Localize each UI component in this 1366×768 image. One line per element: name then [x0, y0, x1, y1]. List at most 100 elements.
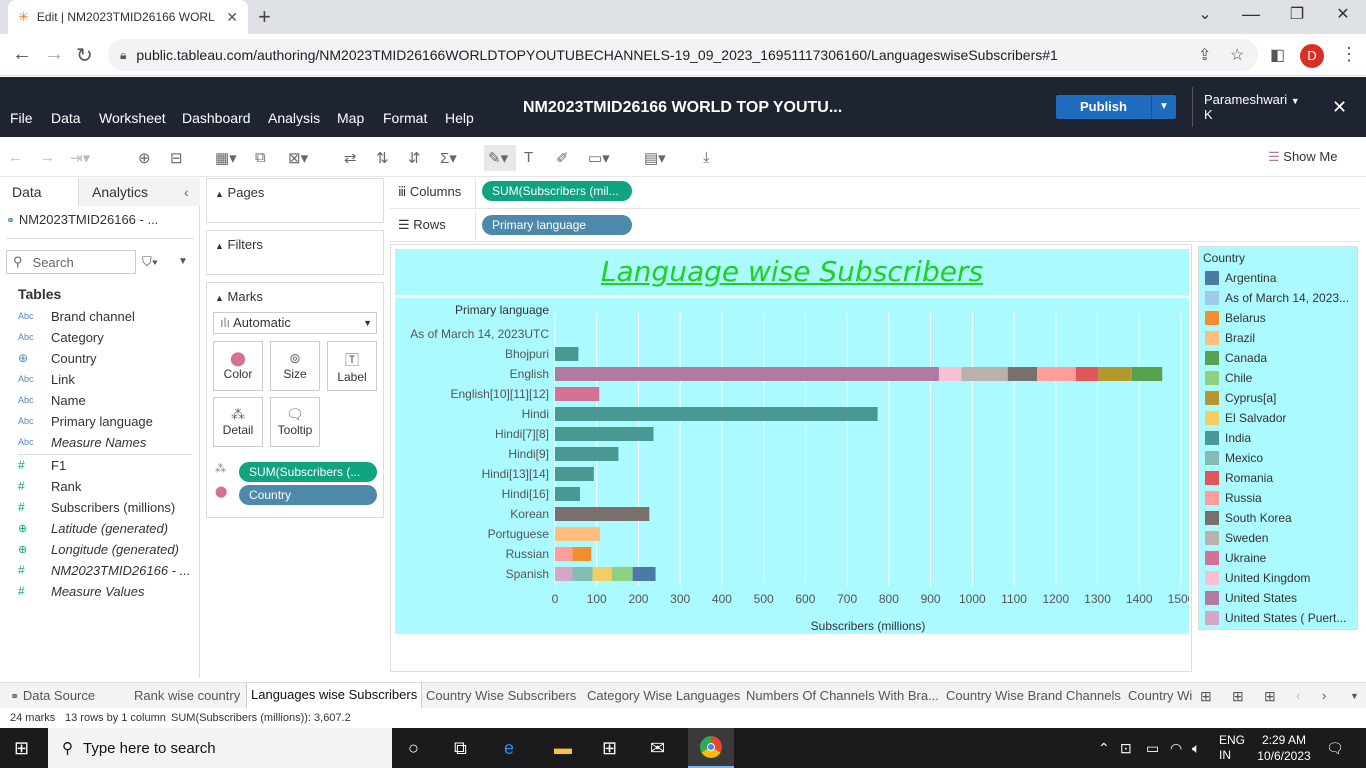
scroll-right-icon[interactable]: ›: [1322, 688, 1327, 703]
bar-segment[interactable]: [555, 547, 573, 561]
tray-chevron-icon[interactable]: ⌃: [1098, 740, 1110, 756]
field-measure-names[interactable]: Abc Measure Names: [18, 432, 146, 452]
bar-segment[interactable]: [555, 407, 878, 421]
collapse-pane-icon[interactable]: ‹: [184, 184, 189, 200]
tab-analytics[interactable]: Analytics: [92, 184, 149, 200]
clock[interactable]: 2:29 AM 10/6/2023: [1256, 732, 1312, 764]
pane-menu-dropdown-icon[interactable]: ▼: [178, 256, 188, 267]
field-search-input[interactable]: ⚲ Search: [6, 250, 136, 274]
legend-item[interactable]: India: [1205, 429, 1355, 447]
chevron-down-icon[interactable]: ⌄: [1198, 6, 1212, 23]
bar-segment[interactable]: [1007, 367, 1038, 381]
size-button[interactable]: ⊚ Size: [270, 341, 320, 391]
download-icon[interactable]: ⤓: [703, 149, 710, 166]
sheet-tab-numbers-of-channels[interactable]: Numbers Of Channels With Bra...: [746, 688, 939, 703]
bar-segment[interactable]: [555, 447, 619, 461]
highlight-icon[interactable]: ✎▾: [484, 145, 516, 171]
windows-start-icon[interactable]: ⊞: [14, 738, 30, 758]
task-view-icon[interactable]: ⧉: [454, 738, 467, 758]
field-brand-channel[interactable]: Abc Brand channel: [18, 306, 135, 326]
bar-segment[interactable]: [555, 507, 650, 521]
cortana-icon[interactable]: ○: [408, 738, 419, 758]
mail-icon[interactable]: ✉: [650, 738, 666, 758]
field-category[interactable]: Abc Category: [18, 327, 104, 347]
user-menu[interactable]: Parameshwari ▼ K: [1204, 93, 1300, 122]
columns-shelf[interactable]: ⅲ Columns SUM(Subscribers (mil...: [390, 178, 1360, 209]
back-arrow-icon[interactable]: ←: [12, 43, 32, 65]
reload-icon[interactable]: ↻: [76, 45, 93, 67]
chrome-taskbar-button[interactable]: [688, 728, 734, 768]
field-longitude[interactable]: ⊕ Longitude (generated): [18, 539, 179, 559]
sheet-tab-country-wise-subscribers[interactable]: Country Wise Subscribers: [426, 688, 577, 703]
new-worksheet-icon[interactable]: ⊞: [1200, 688, 1212, 704]
edge-icon[interactable]: e: [504, 738, 515, 758]
legend-item[interactable]: United Kingdom: [1205, 569, 1355, 587]
field-latitude[interactable]: ⊕ Latitude (generated): [18, 518, 168, 538]
file-explorer-icon[interactable]: ▬: [554, 738, 572, 758]
replay-icon[interactable]: ⇥▾: [70, 150, 91, 167]
legend-item[interactable]: Russia: [1205, 489, 1355, 507]
redo-icon[interactable]: →: [40, 149, 55, 166]
menu-format[interactable]: Format: [383, 110, 428, 126]
bar-segment[interactable]: [555, 367, 939, 381]
columns-pill[interactable]: SUM(Subscribers (mil...: [482, 181, 632, 201]
tray-app-icon[interactable]: ⊡: [1120, 740, 1132, 756]
presentation-icon[interactable]: ▤▾: [644, 150, 666, 167]
legend-item[interactable]: Belarus: [1205, 309, 1355, 327]
legend-item[interactable]: Romania: [1205, 469, 1355, 487]
legend-item[interactable]: Chile: [1205, 369, 1355, 387]
rows-pill[interactable]: Primary language: [482, 215, 632, 235]
mark-type-select[interactable]: ılı Automatic ▼: [213, 312, 377, 334]
menu-file[interactable]: File: [10, 110, 33, 126]
scroll-left-icon[interactable]: ‹: [1296, 688, 1301, 703]
bar-segment[interactable]: [592, 567, 612, 581]
menu-data[interactable]: Data: [51, 110, 81, 126]
clear-sheet-icon[interactable]: ⊠▾: [288, 150, 309, 167]
collapse-icon[interactable]: ▲: [215, 189, 224, 199]
collapse-icon[interactable]: ▲: [215, 293, 224, 303]
marks-sum-subscribers-pill[interactable]: SUM(Subscribers (...: [239, 462, 377, 482]
menu-analysis[interactable]: Analysis: [268, 110, 321, 126]
tab-data[interactable]: Data: [12, 184, 42, 200]
datasource-item[interactable]: ⚭ NM2023TMID26166 - ...: [6, 212, 158, 227]
close-window-icon[interactable]: ✕: [1336, 6, 1350, 23]
bar-segment[interactable]: [961, 367, 1008, 381]
bar-chart[interactable]: Primary language As of March 14, 2023UTC B…: [395, 298, 1194, 634]
bar-segment[interactable]: [555, 527, 601, 541]
legend-item[interactable]: Cyprus[a]: [1205, 389, 1355, 407]
kebab-menu-icon[interactable]: ⋮: [1340, 44, 1358, 64]
battery-icon[interactable]: ▭: [1146, 740, 1160, 756]
fit-icon[interactable]: ▭▾: [588, 150, 610, 167]
menu-dashboard[interactable]: Dashboard: [182, 110, 251, 126]
url-field[interactable]: 🔒︎ public.tableau.com/authoring/NM2023TM…: [108, 39, 1258, 71]
star-icon[interactable]: ☆: [1230, 47, 1245, 64]
legend-item[interactable]: United States ( Puert...: [1205, 609, 1355, 627]
publish-dropdown-icon[interactable]: ▼: [1159, 101, 1169, 112]
legend-item[interactable]: Canada: [1205, 349, 1355, 367]
notifications-icon[interactable]: 🗨︎: [1326, 740, 1344, 756]
bar-segment[interactable]: [1037, 367, 1076, 381]
data-source-tab[interactable]: ⚭ Data Source: [10, 688, 96, 703]
menu-map[interactable]: Map: [337, 110, 365, 126]
collapse-icon[interactable]: ▲: [215, 241, 224, 251]
bar-segment[interactable]: [611, 567, 633, 581]
field-count[interactable]: # NM2023TMID26166 - ...: [18, 560, 190, 580]
rows-shelf[interactable]: ☰ Rows Primary language: [390, 211, 1360, 242]
taskbar-search[interactable]: ⚲ Type here to search: [48, 728, 392, 768]
new-worksheet-icon[interactable]: ▦▾: [215, 150, 237, 167]
detail-button[interactable]: ⁂ Detail: [213, 397, 263, 447]
legend-item[interactable]: South Korea: [1205, 509, 1355, 527]
browser-tab[interactable]: ✳ Edit | NM2023TMID26166 WORL ✕: [8, 0, 248, 34]
volume-icon[interactable]: 🔈︎: [1192, 740, 1201, 756]
close-tab-icon[interactable]: ✕: [226, 8, 238, 25]
bar-segment[interactable]: [555, 347, 579, 361]
field-measure-values[interactable]: # Measure Values: [18, 581, 144, 601]
field-name[interactable]: Abc Name: [18, 390, 86, 410]
sort-descending-icon[interactable]: ⇵: [408, 150, 421, 167]
swap-rows-columns-icon[interactable]: ⇄: [344, 150, 357, 167]
sheet-tab-languages-wise-subscribers[interactable]: Languages wise Subscribers: [246, 683, 423, 709]
menu-worksheet[interactable]: Worksheet: [99, 110, 166, 126]
duplicate-sheet-icon[interactable]: ⧉: [255, 149, 266, 166]
pause-updates-icon[interactable]: ⊟: [170, 150, 183, 167]
field-country[interactable]: ⊕ Country: [18, 348, 97, 368]
